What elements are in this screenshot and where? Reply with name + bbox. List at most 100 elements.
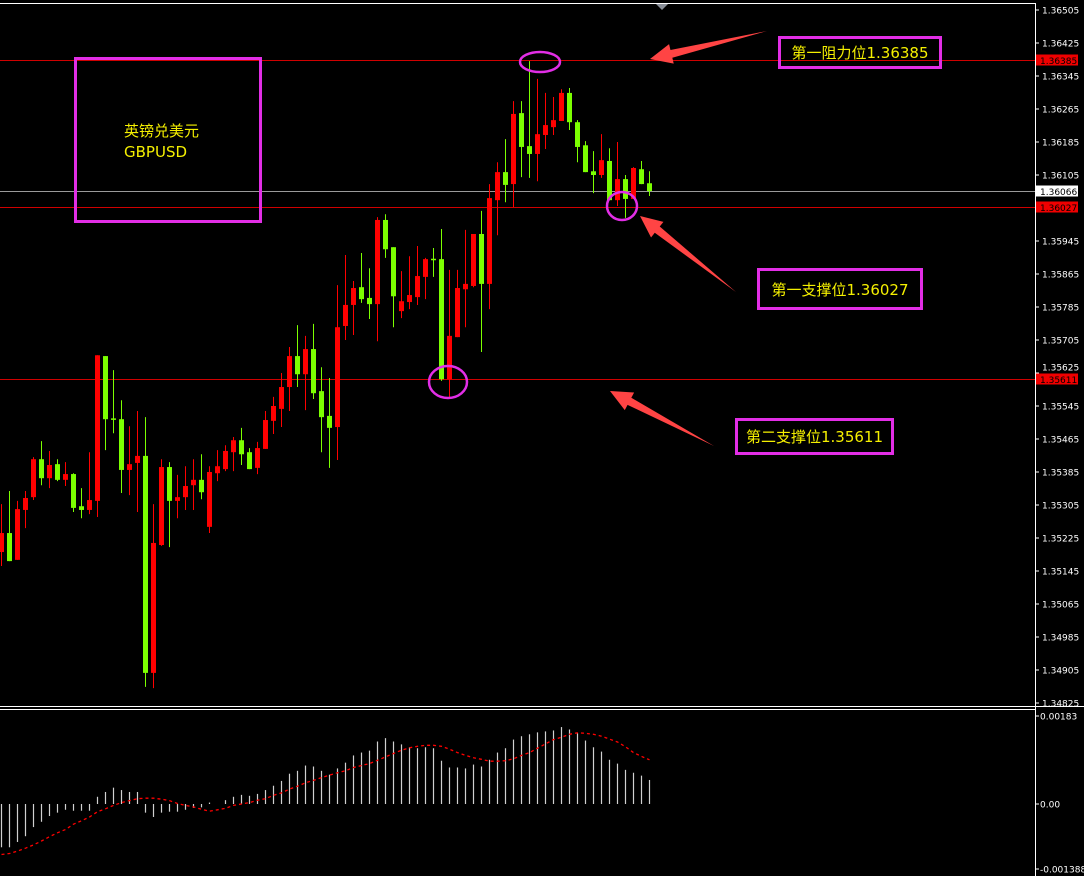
candle-body <box>295 356 300 375</box>
candle <box>351 281 356 336</box>
candle <box>327 377 332 468</box>
resistance1-tag-label: 1.36385 <box>1040 57 1077 67</box>
candle-body <box>63 474 68 480</box>
candle <box>527 61 532 178</box>
macd-axis: 0.00183 0.00 -0.001388 <box>1035 713 1084 876</box>
candle <box>7 490 12 562</box>
candle <box>191 459 196 510</box>
candle-body <box>623 179 628 199</box>
candle <box>367 268 372 319</box>
candle-body <box>127 464 132 470</box>
y-tick-label: 1.35625 <box>1042 364 1079 374</box>
candle-body <box>279 387 284 409</box>
candle-body <box>639 169 644 185</box>
candle <box>319 367 324 453</box>
candle-body <box>527 146 532 154</box>
resistance1-label: 第一阻力位1.36385 <box>778 36 942 69</box>
candle-body <box>631 167 636 199</box>
candle-body <box>119 419 124 470</box>
candle-body <box>415 276 420 298</box>
candle-body <box>551 120 556 128</box>
macd-panel <box>0 727 651 856</box>
candle <box>135 410 140 513</box>
candle <box>119 400 124 494</box>
candle-body <box>471 233 476 286</box>
shift-marker-icon[interactable] <box>656 4 668 10</box>
candle-body <box>463 283 468 290</box>
annotation-marks <box>427 50 639 400</box>
candles <box>0 61 652 689</box>
candle-body <box>135 455 140 463</box>
support1-label: 第一支撑位1.36027 <box>757 268 923 310</box>
y-tick-label: 1.35065 <box>1042 601 1079 611</box>
candle-body <box>479 233 484 284</box>
candle <box>415 245 420 305</box>
candle <box>295 325 300 388</box>
resistance1-tag <box>1036 54 1078 66</box>
candle-body <box>599 160 604 175</box>
candle <box>407 256 412 310</box>
candle <box>311 323 316 399</box>
candle-body <box>47 464 52 479</box>
candle-body <box>31 459 36 498</box>
candle <box>591 151 596 194</box>
candle-body <box>591 171 596 175</box>
candle-body <box>143 455 148 673</box>
candle <box>103 356 108 451</box>
symbol-box: 英镑兑美元 GBPUSD <box>74 57 262 223</box>
support2-tag-label: 1.35611 <box>1040 376 1077 386</box>
candle <box>143 417 148 687</box>
candle <box>231 436 236 472</box>
candle-body <box>327 415 332 428</box>
candle <box>495 162 500 236</box>
y-tick-label: 1.34985 <box>1042 634 1079 644</box>
candle-body <box>15 509 20 560</box>
candle-body <box>159 467 164 546</box>
candle <box>287 347 292 411</box>
candle <box>199 454 204 500</box>
y-tick-label: 1.35785 <box>1042 304 1079 314</box>
candle-body <box>391 247 396 297</box>
y-tick-label: 1.35145 <box>1042 568 1079 578</box>
candle-body <box>583 145 588 173</box>
candle <box>63 462 68 487</box>
candle <box>479 210 484 352</box>
candle-body <box>87 500 92 510</box>
candle <box>47 450 52 489</box>
candle <box>111 370 116 434</box>
candle-body <box>103 356 108 420</box>
candle <box>303 335 308 411</box>
macd-tick-label: -0.001388 <box>1040 866 1084 876</box>
candle-body <box>271 406 276 421</box>
y-tick-label: 1.35545 <box>1042 403 1079 413</box>
candle <box>399 271 404 319</box>
candle-body <box>231 440 236 453</box>
candle-body <box>95 355 100 501</box>
candle-body <box>167 467 172 501</box>
candle-body <box>79 506 84 510</box>
candle <box>55 459 60 482</box>
candle-body <box>431 258 436 261</box>
candle-body <box>407 295 412 303</box>
symbol-name-cn: 英镑兑美元 <box>124 122 200 140</box>
support1-circle <box>605 190 639 222</box>
candle-body <box>647 183 652 192</box>
candle <box>567 87 572 131</box>
y-tick-label: 1.36105 <box>1042 172 1079 182</box>
support2-circle <box>427 364 469 400</box>
candle-body <box>487 198 492 284</box>
candle-body <box>39 459 44 479</box>
candle <box>535 78 540 182</box>
support2-arrow-icon <box>610 391 714 446</box>
candle-body <box>215 466 220 474</box>
candle <box>375 217 380 342</box>
support1-tag <box>1036 201 1078 213</box>
macd-tick-label: 0.00183 <box>1040 713 1077 723</box>
candle <box>647 171 652 197</box>
candle-body <box>567 92 572 123</box>
candle <box>463 229 468 328</box>
candle-body <box>335 327 340 428</box>
candle-body <box>0 533 4 553</box>
macd-signal-line <box>1 732 650 856</box>
